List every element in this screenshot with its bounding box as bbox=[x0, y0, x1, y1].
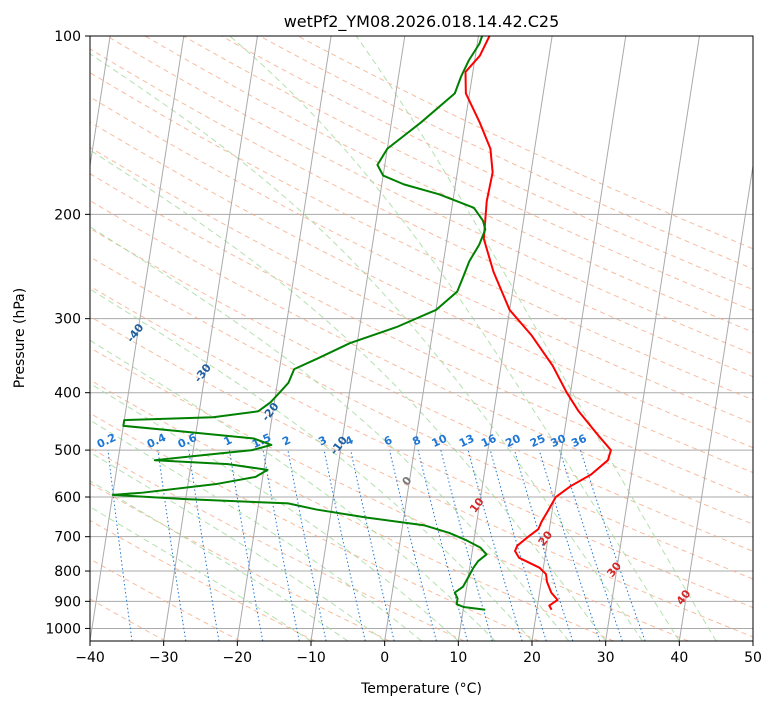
dry-adiabat-line bbox=[90, 315, 753, 638]
dry-adiabat-line bbox=[90, 379, 614, 641]
dry-adiabat-line bbox=[90, 256, 753, 580]
isotherm-line bbox=[310, 36, 406, 641]
chart-title: wetPf2_YM08.2026.018.14.42.C25 bbox=[284, 12, 560, 32]
mixing-ratio-line bbox=[107, 450, 133, 641]
dry-adiabat-line bbox=[90, 173, 753, 499]
x-tick-label: 0 bbox=[380, 650, 389, 666]
mixing-ratio-label: 30 bbox=[549, 432, 569, 450]
y-tick-label: 1000 bbox=[45, 621, 81, 637]
mixing-ratio-line bbox=[262, 450, 300, 641]
moist-adiabat-line bbox=[90, 382, 459, 641]
background-lines bbox=[90, 36, 753, 641]
x-tick-label: 30 bbox=[597, 650, 615, 666]
y-tick-label: 800 bbox=[54, 564, 81, 580]
y-tick-label: 500 bbox=[54, 443, 81, 459]
dry-adiabat-line bbox=[90, 227, 753, 552]
mixing-ratio-line bbox=[157, 450, 187, 641]
mixing-ratio-line bbox=[188, 450, 220, 641]
profile-series bbox=[111, 36, 612, 611]
mixing-ratio-label: 10 bbox=[430, 432, 450, 450]
isotherm-line bbox=[90, 36, 111, 169]
y-tick-label: 600 bbox=[54, 490, 81, 506]
dry-adiabat-line bbox=[90, 285, 753, 609]
mixing-ratio-line bbox=[559, 449, 623, 641]
isotherm-line bbox=[457, 36, 553, 641]
x-tick-label: −10 bbox=[296, 650, 326, 666]
moist-adiabat-line bbox=[90, 451, 385, 641]
moist-adiabat-line bbox=[90, 53, 643, 641]
mixing-ratio-label: 20 bbox=[503, 432, 523, 450]
x-tick-label: 20 bbox=[523, 650, 541, 666]
dry-adiabat-line bbox=[90, 412, 539, 641]
mixing-ratio-label: 36 bbox=[569, 432, 589, 450]
y-tick-label: 700 bbox=[54, 530, 81, 546]
y-tick-label: 300 bbox=[54, 312, 81, 328]
mixing-ratio-line bbox=[467, 449, 523, 641]
x-tick-label: −20 bbox=[223, 650, 253, 666]
isotherm-line bbox=[90, 36, 185, 641]
plot-frame bbox=[89, 35, 754, 642]
mixing-ratio-line bbox=[514, 449, 574, 641]
y-axis-label: Pressure (hPa) bbox=[12, 288, 28, 388]
axes: −40 −30 −20 −10 0 10 20 30 40 50 100 200 300 400 500 60… bbox=[45, 29, 762, 666]
dry-adiabat-line bbox=[144, 36, 753, 333]
y-tick-label: 900 bbox=[54, 594, 81, 610]
mixing-ratio-line bbox=[287, 450, 327, 641]
isotherm-line bbox=[605, 36, 700, 641]
temperature-line bbox=[464, 36, 612, 611]
moist-adiabat-line bbox=[90, 506, 312, 641]
x-tick-label: 10 bbox=[449, 650, 467, 666]
mixing-ratio-label: 25 bbox=[528, 432, 547, 450]
dry-adiabat-line bbox=[90, 96, 753, 424]
dewpoint-line bbox=[111, 36, 488, 611]
mixing-ratio-line bbox=[580, 449, 646, 641]
mixing-ratio-line bbox=[538, 449, 601, 641]
dry-adiabat-line bbox=[90, 121, 753, 449]
x-axis-label: Temperature (°C) bbox=[360, 681, 482, 697]
x-tick-label: −30 bbox=[149, 650, 179, 666]
moist-adiabat-line bbox=[90, 226, 570, 641]
isotherm-line bbox=[163, 36, 258, 641]
moist-adiabat-line bbox=[229, 36, 680, 641]
mixing-ratio-line bbox=[350, 449, 395, 641]
x-tick-label: −40 bbox=[75, 650, 105, 666]
isotherm-line bbox=[531, 36, 627, 641]
isotherm-line bbox=[384, 36, 479, 641]
y-tick-label: 400 bbox=[54, 386, 81, 402]
mixing-ratio-line bbox=[417, 449, 468, 641]
dry-adiabat-line bbox=[90, 72, 753, 401]
mixing-ratio-line bbox=[323, 450, 366, 641]
dry-adiabat-line bbox=[90, 48, 753, 378]
y-tick-label: 100 bbox=[54, 29, 81, 45]
x-tick-label: 40 bbox=[670, 650, 688, 666]
isotherm-line bbox=[678, 162, 753, 641]
mixing-ratio-label: 16 bbox=[479, 432, 499, 450]
moist-adiabat-line bbox=[90, 149, 607, 641]
mixing-ratio-line bbox=[389, 449, 437, 641]
mixing-ratio-line bbox=[228, 450, 264, 641]
x-tick-label: 50 bbox=[744, 650, 762, 666]
mixing-ratio-label: 13 bbox=[457, 432, 476, 450]
dry-adiabat-line bbox=[90, 146, 753, 474]
dry-adiabat-line bbox=[221, 36, 753, 291]
dry-adiabat-line bbox=[90, 447, 465, 641]
y-tick-label: 200 bbox=[54, 207, 81, 223]
dry-adiabat-line bbox=[259, 36, 753, 270]
mixing-ratio-line bbox=[489, 449, 547, 641]
dry-adiabat-line bbox=[106, 36, 753, 355]
isotherm-line bbox=[236, 36, 332, 641]
